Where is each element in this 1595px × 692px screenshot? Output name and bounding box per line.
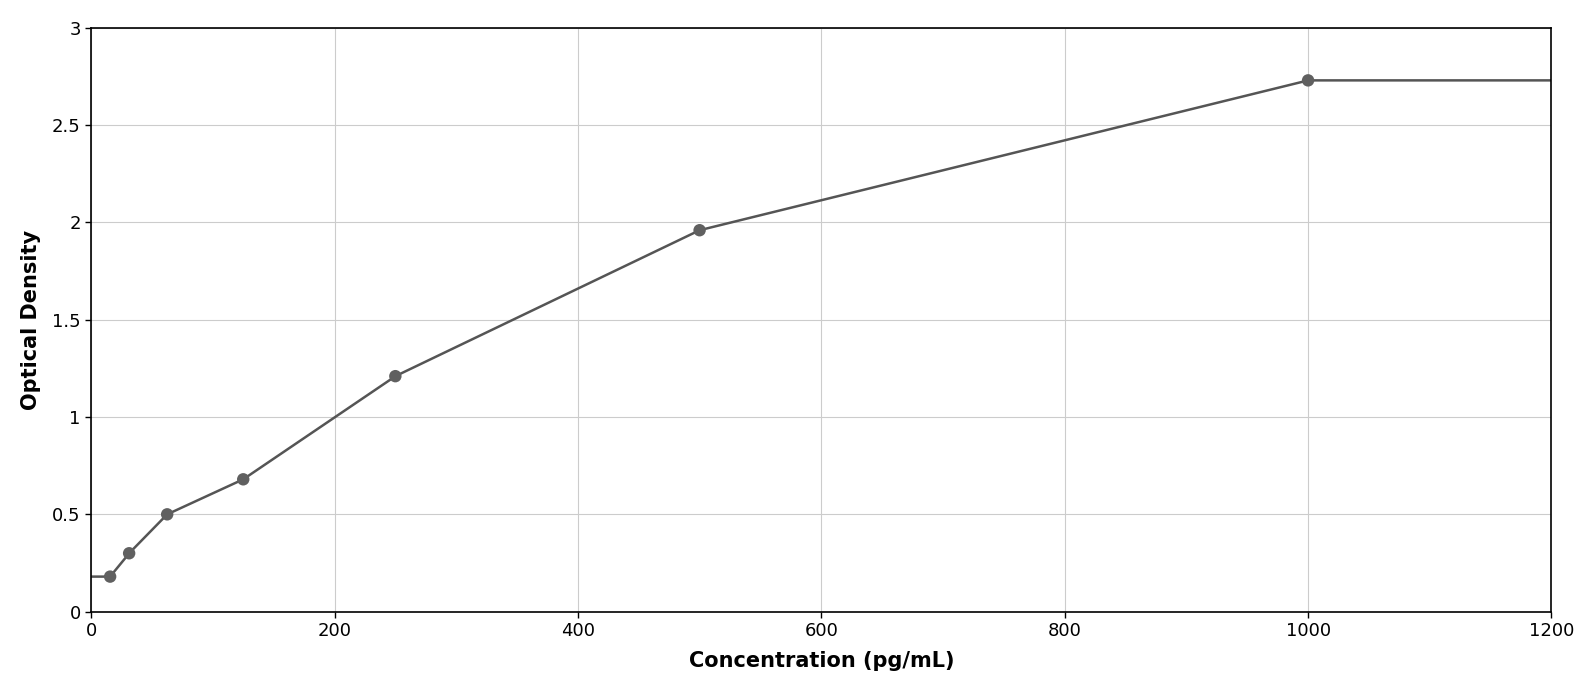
Point bbox=[687, 225, 713, 236]
X-axis label: Concentration (pg/mL): Concentration (pg/mL) bbox=[689, 651, 954, 671]
Point bbox=[116, 548, 142, 559]
Y-axis label: Optical Density: Optical Density bbox=[21, 230, 41, 410]
Point bbox=[383, 371, 408, 382]
Point bbox=[230, 474, 255, 485]
Point bbox=[155, 509, 180, 520]
Point bbox=[97, 571, 123, 582]
Point bbox=[1295, 75, 1321, 86]
